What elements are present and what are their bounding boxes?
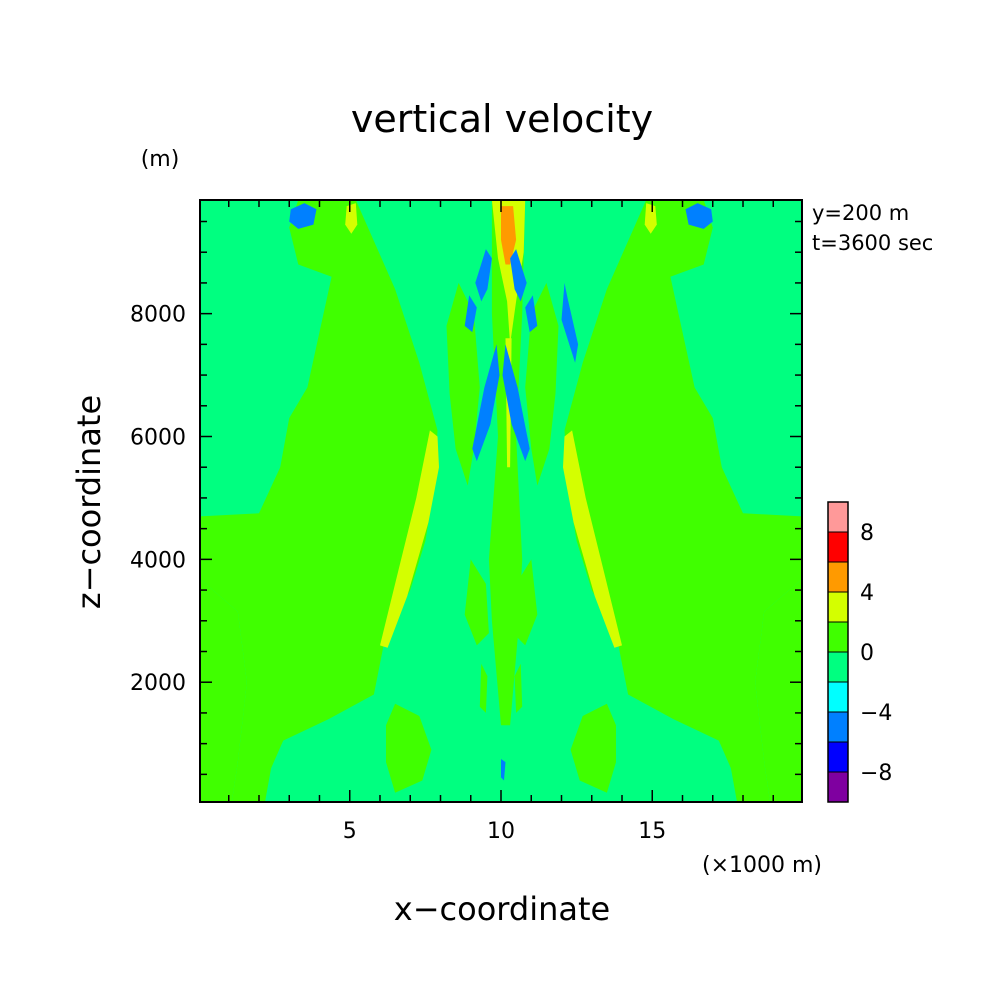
contour-mid-left <box>200 200 438 802</box>
colorbar-swatch <box>827 501 849 533</box>
contour-top-yellow-right <box>644 203 657 234</box>
x-axis-label: x−coordinate <box>394 890 610 928</box>
colorbar-swatch <box>827 591 849 623</box>
colorbar-swatch <box>827 651 849 683</box>
contour-inner-right-lower <box>513 559 538 646</box>
annotation-y: y=200 m <box>812 201 909 225</box>
contour-cyan-r4 <box>561 282 579 363</box>
contour-thin-right-low <box>514 663 523 713</box>
contour-inner-left-lower <box>464 559 489 646</box>
contour-cyan-r3 <box>502 344 530 462</box>
contour-blob-right-bottom <box>570 703 616 793</box>
colorbar-swatch <box>827 711 849 743</box>
y-unit-label: (m) <box>141 147 180 172</box>
contour-cyan-l3 <box>472 344 500 462</box>
contour-mid-right <box>564 200 802 802</box>
contour-cyan-l2 <box>464 295 477 333</box>
colorbar-frame <box>827 501 849 803</box>
field-layer <box>200 200 802 802</box>
contour-inner-right-upper <box>525 282 559 486</box>
colorbar-swatch <box>827 531 849 563</box>
chart-title: vertical velocity <box>351 97 653 141</box>
x-unit-label: (×1000 m) <box>702 853 822 878</box>
y-axis-label: z−coordinate <box>70 395 108 609</box>
colorbar: −8 −4 0 4 8 <box>827 501 892 803</box>
y-tick-label: 6000 <box>130 426 186 451</box>
contour-cyan-r2 <box>525 295 538 333</box>
contour-top-yellow-left <box>345 203 358 234</box>
contour-thin-left-low <box>479 663 488 713</box>
contour-cyan-r1 <box>510 249 527 302</box>
colorbar-swatch <box>827 621 849 653</box>
colorbar-tick-label: 8 <box>860 521 874 546</box>
contour-updraft-right <box>563 430 622 648</box>
contour-cyan-bottom <box>501 759 506 781</box>
colorbar-swatch <box>827 561 849 593</box>
plot-area <box>200 200 802 802</box>
contour-inner-left-upper <box>446 282 480 486</box>
colorbar-tick-label: −4 <box>860 701 892 726</box>
contour-blob-left-bottom <box>386 703 432 793</box>
contour-outer-left <box>200 200 247 802</box>
x-tick-label: 5 <box>343 819 357 844</box>
contour-center-yellow <box>491 200 526 345</box>
colorbar-tick-label: 0 <box>860 641 874 666</box>
y-tick-label: 2000 <box>130 671 186 696</box>
colorbar-swatch <box>827 741 849 773</box>
y-tick-label: 4000 <box>130 548 186 573</box>
colorbar-tick-label: 4 <box>860 581 874 606</box>
x-tick-label: 10 <box>487 819 515 844</box>
contour-cyan-l1 <box>475 249 492 302</box>
contour-center-orange <box>501 206 517 265</box>
contour-top-cyan-left <box>289 203 317 229</box>
x-tick-label: 15 <box>638 819 666 844</box>
colorbar-tick-label: −8 <box>860 761 892 786</box>
colorbar-swatch <box>827 681 849 713</box>
annotation-t: t=3600 sec <box>812 231 933 255</box>
y-tick-label: 8000 <box>130 303 186 328</box>
contour-top-cyan-right <box>685 203 713 229</box>
colorbar-swatch <box>827 771 849 803</box>
contour-outer-right <box>755 200 802 802</box>
contour-updraft-left <box>380 430 439 648</box>
axis-ticks: 5 10 15 2000 4000 6000 8000 <box>130 200 802 844</box>
